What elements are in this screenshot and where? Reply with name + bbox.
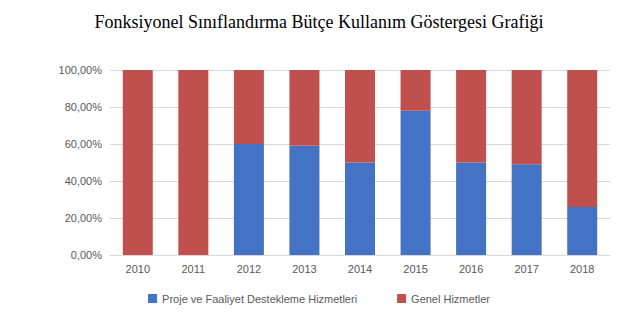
svg-text:2016: 2016 bbox=[459, 263, 483, 275]
svg-text:2011: 2011 bbox=[182, 263, 206, 275]
svg-text:0,00%: 0,00% bbox=[71, 249, 102, 261]
svg-text:80,00%: 80,00% bbox=[65, 101, 103, 113]
svg-text:2010: 2010 bbox=[126, 263, 150, 275]
svg-text:2017: 2017 bbox=[514, 263, 538, 275]
svg-text:60,00%: 60,00% bbox=[65, 138, 103, 150]
svg-text:Genel Hizmetler: Genel Hizmetler bbox=[411, 293, 490, 305]
svg-text:2018: 2018 bbox=[570, 263, 594, 275]
svg-text:100,00%: 100,00% bbox=[59, 64, 103, 76]
svg-text:2014: 2014 bbox=[348, 263, 372, 275]
svg-text:Fonksiyonel Sınıflandırma Bütç: Fonksiyonel Sınıflandırma Bütçe Kullanım… bbox=[94, 12, 543, 32]
svg-text:Proje ve Faaliyet Destekleme H: Proje ve Faaliyet Destekleme Hizmetleri bbox=[162, 293, 357, 305]
svg-text:2013: 2013 bbox=[292, 263, 316, 275]
svg-text:40,00%: 40,00% bbox=[65, 175, 103, 187]
svg-text:20,00%: 20,00% bbox=[65, 212, 103, 224]
svg-text:2012: 2012 bbox=[237, 263, 261, 275]
svg-text:2015: 2015 bbox=[403, 263, 427, 275]
